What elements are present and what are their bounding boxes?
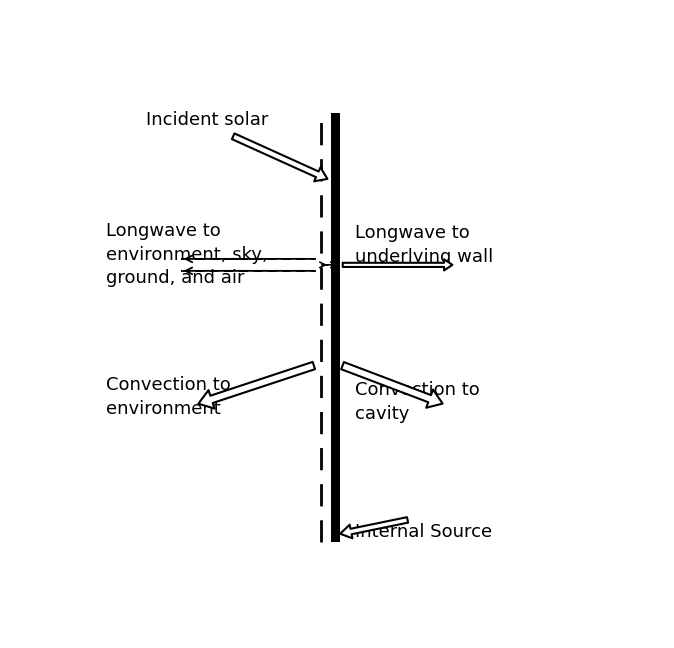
Bar [331, 113, 340, 542]
FancyArrowPatch shape [232, 133, 328, 181]
Text: Longwave to
underlying wall: Longwave to underlying wall [355, 224, 493, 266]
Text: Convection to
environment: Convection to environment [106, 376, 231, 418]
FancyArrowPatch shape [198, 362, 315, 409]
Text: Convection to
cavity: Convection to cavity [355, 381, 480, 423]
FancyArrowPatch shape [341, 362, 443, 408]
FancyArrowPatch shape [342, 259, 452, 270]
Text: Longwave to
environment, sky,
ground, and air: Longwave to environment, sky, ground, an… [106, 222, 268, 288]
Text: Internal Source: Internal Source [355, 523, 493, 541]
Text: Incident solar: Incident solar [146, 111, 268, 129]
FancyArrowPatch shape [340, 517, 408, 538]
